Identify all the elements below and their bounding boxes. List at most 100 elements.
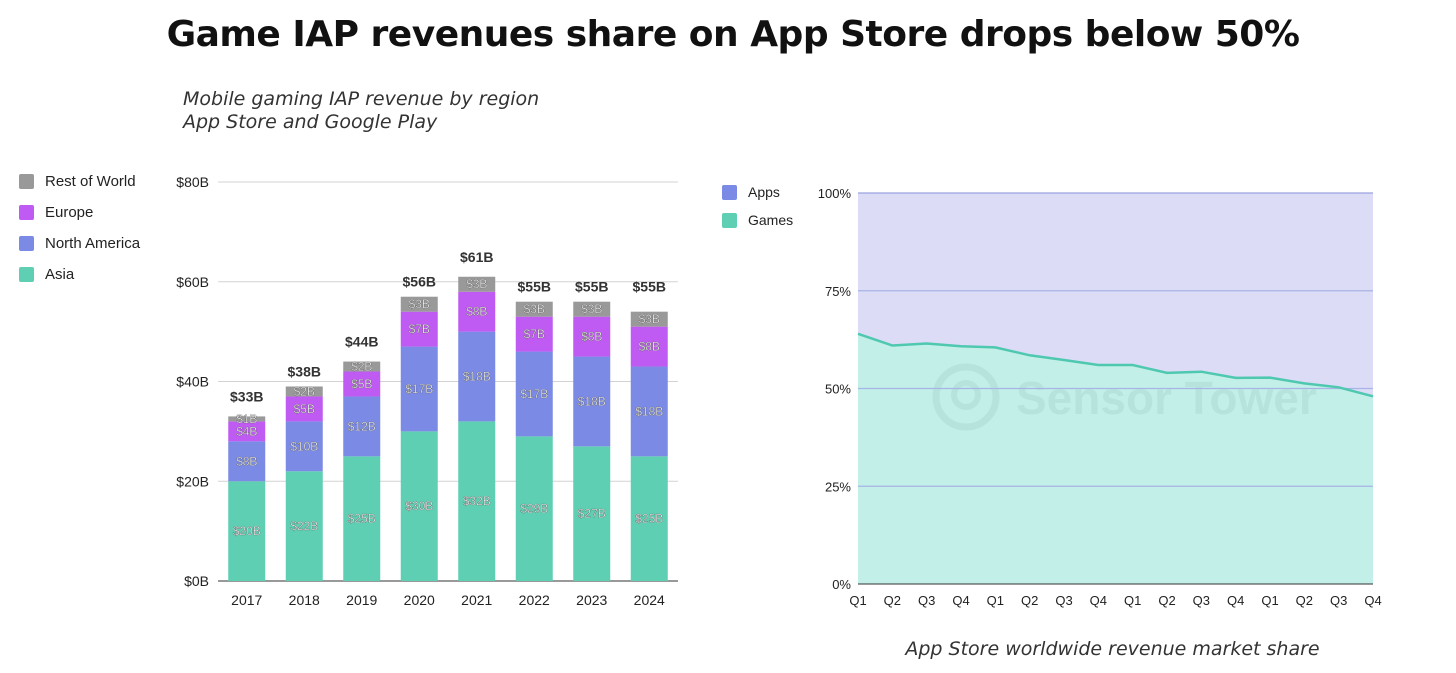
bar-segment-value-label: $29B	[520, 502, 548, 516]
bar-segment-value-label: $18B	[635, 404, 663, 418]
legend-swatch-north-america	[19, 236, 34, 251]
legend-label-north-america: North America	[45, 235, 141, 252]
bar-chart-subtitle-line-2: App Store and Google Play	[183, 111, 438, 133]
bar-segment-value-label: $32B	[463, 494, 491, 508]
area-chart-x-tick-label: Q2	[1158, 593, 1175, 608]
bar-segment-value-label: $5B	[294, 402, 315, 416]
area-chart-x-tick-label: Q2	[884, 593, 901, 608]
bar-segment-asia	[400, 431, 438, 581]
bar-segment-value-label: $22B	[290, 519, 318, 533]
sensor-tower-watermark: Sensor Tower	[932, 363, 1317, 431]
bar-segment-north-america	[630, 366, 668, 457]
bar-segment-value-label: $3B	[524, 302, 545, 316]
bar-segment-europe	[343, 371, 381, 397]
bar-segment-value-label: $25B	[348, 512, 376, 526]
bar-segment-asia	[228, 481, 266, 581]
bar-segment-rest-of-world	[228, 416, 266, 422]
area-chart-y-tick-label: 100%	[818, 186, 852, 201]
page-title: Game IAP revenues share on App Store dro…	[166, 14, 1300, 55]
bar-total-label: $56B	[403, 274, 436, 290]
bar-segment-value-label: $10B	[290, 439, 318, 453]
bar-chart: $0B $20B $40B $60B $80B $20B $8B $4B$1B $33B 2017…	[176, 174, 678, 608]
bar-segment-asia	[630, 456, 668, 581]
bar-chart-x-tick-label: 2018	[289, 592, 320, 608]
bar-chart-x-tick-label: 2017	[231, 592, 262, 608]
area-games	[858, 333, 1373, 584]
bar-segment-asia	[515, 436, 553, 581]
legend-swatch-europe	[19, 205, 34, 220]
area-chart-x-tick-label: Q1	[987, 593, 1004, 608]
bar-segment-value-label: $8B	[236, 454, 257, 468]
bar-segment-value-label: $3B	[639, 312, 660, 326]
bar-chart-y-tick-label: $40B	[176, 374, 209, 390]
bar-segment-value-label: $27B	[578, 507, 606, 521]
legend-item-rest-of-world: Rest of World	[19, 173, 136, 190]
bar-segment-rest-of-world	[458, 276, 496, 292]
bar-segment-value-label: $17B	[520, 387, 548, 401]
legend-item-asia: Asia	[19, 266, 74, 283]
bar-segment-value-label: $7B	[409, 322, 430, 336]
bar-chart-y-tick-label: $20B	[176, 473, 209, 489]
bar-chart-x-tick-label: 2022	[519, 592, 550, 608]
legend-label-asia: Asia	[45, 266, 75, 283]
bar-segment-north-america	[400, 346, 438, 432]
bar-segment-value-label: $12B	[348, 419, 376, 433]
bar-segment-value-label: $25B	[635, 512, 663, 526]
legend-item-europe: Europe	[19, 204, 93, 221]
bar-segment-rest-of-world	[515, 301, 553, 317]
bar-segment-value-label: $20B	[233, 524, 261, 538]
legend-label-games: Games	[748, 212, 794, 228]
bar-segment-value-label: $18B	[578, 394, 606, 408]
bar-segment-rest-of-world	[630, 311, 668, 327]
legend-item-games: Games	[722, 212, 793, 228]
legend-swatch-asia	[19, 267, 34, 282]
bar-segment-europe	[285, 396, 323, 422]
bar-total-label: $55B	[518, 279, 551, 295]
legend-label-rest-of-world: Rest of World	[45, 173, 136, 190]
area-chart-y-tick-label: 0%	[832, 577, 851, 592]
bar-total-label: $61B	[460, 249, 493, 265]
bar-total-label: $33B	[230, 388, 263, 404]
bar-segment-europe	[400, 311, 438, 347]
area-chart-x-tick-label: Q2	[1296, 593, 1313, 608]
bar-chart-x-tick-label: 2024	[634, 592, 665, 608]
watermark-logo-inner-icon	[951, 380, 981, 410]
area-chart-y-tick-label: 75%	[825, 284, 851, 299]
bar-segment-europe	[630, 326, 668, 367]
area-chart-x-tick-label: Q3	[1055, 593, 1072, 608]
bar-chart-x-tick-label: 2020	[404, 592, 435, 608]
area-chart-x-tick-label: Q1	[1261, 593, 1278, 608]
bar-segment-asia	[573, 446, 611, 581]
watermark-text: Sensor Tower	[1016, 372, 1317, 424]
bar-chart-x-tick-label: 2021	[461, 592, 492, 608]
bar-segment-north-america	[343, 396, 381, 457]
area-chart-x-tick-label: Q4	[1227, 593, 1244, 608]
bar-total-label: $55B	[633, 279, 666, 295]
area-chart-y-tick-label: 25%	[825, 479, 851, 494]
watermark-logo-icon	[932, 363, 1000, 431]
bar-chart-y-tick-label: $60B	[176, 274, 209, 290]
area-chart-x-tick-label: Q3	[1193, 593, 1210, 608]
bar-segment-north-america	[573, 356, 611, 447]
bar-segment-value-label: $8B	[466, 305, 487, 319]
area-chart-caption: App Store worldwide revenue market share	[905, 638, 1320, 660]
bar-segment-value-label: $3B	[409, 297, 430, 311]
bar-segment-value-label: $1B	[236, 412, 257, 426]
bar-segment-value-label: $8B	[581, 330, 602, 344]
bar-segment-value-label: $18B	[463, 370, 491, 384]
area-chart-x-tick-label: Q2	[1021, 593, 1038, 608]
legend-swatch-rest-of-world	[19, 174, 34, 189]
area-chart-x-tick-label: Q4	[1364, 593, 1381, 608]
bar-segment-value-label: $8B	[639, 340, 660, 354]
bar-segment-rest-of-world	[400, 296, 438, 312]
bar-segment-value-label: $30B	[405, 499, 433, 513]
legend-label-apps: Apps	[748, 184, 780, 200]
bar-segment-north-america	[285, 421, 323, 472]
legend-item-apps: Apps	[722, 184, 780, 200]
area-chart-x-tick-label: Q4	[952, 593, 969, 608]
bar-chart-x-tick-label: 2019	[346, 592, 377, 608]
bar-segment-europe	[228, 421, 266, 442]
bar-segment-value-label: $4B	[236, 424, 257, 438]
legend-swatch-games	[722, 212, 737, 228]
bar-segment-value-label: $2B	[351, 360, 372, 374]
